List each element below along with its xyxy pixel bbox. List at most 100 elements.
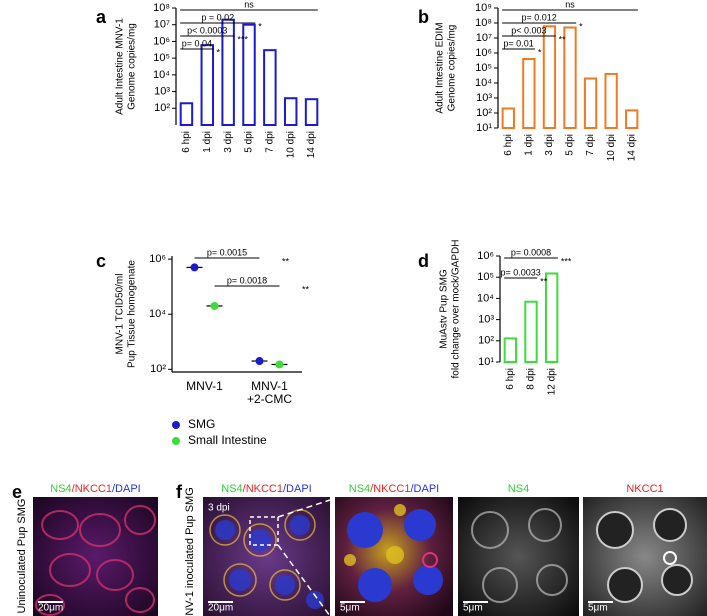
bar [242,23,256,126]
y-tick-label: 10² [150,363,166,375]
p-value-label: p= 0.0008 [511,247,551,257]
y-tick-label: 10³ [154,85,170,97]
y-axis-title: MNV-1 TCID50/ml [115,274,126,355]
bar [200,44,215,127]
stain-label: NS4 [508,483,529,495]
stain-part: /NKCC1 [370,483,410,495]
stain-label: NKCC1 [626,483,663,495]
stain-label: NS4/NKCC1/DAPI [221,483,311,495]
stain-part: NKCC1 [626,483,663,495]
x-tick-label: 6 hpi [505,368,516,390]
significance-stars: *** [561,256,572,266]
x-tick-label: MNV-1 [186,379,223,393]
bar [544,272,559,363]
micrograph-decor [33,497,707,616]
p-value-label: p= 0.01 [503,38,533,48]
y-axis-title: MuAstv Pup SMG [439,269,450,349]
x-tick-label: 14 dpi [626,134,637,161]
y-axis-title: Genome copies/mg [127,23,138,110]
panel-letter: d [418,251,429,271]
y-tick-label: 10⁶ [153,35,170,47]
scale-bar-label: 5μm [463,603,483,614]
bar [283,97,298,126]
bar [522,57,536,129]
bar [503,337,518,363]
y-tick-label: 10⁴ [149,308,166,320]
timepoint-label: 3 dpi [208,503,230,514]
panel-letter: e [12,482,22,502]
x-tick-label: 8 dpi [526,368,537,390]
y-tick-label: 10³ [476,92,492,104]
bar [221,18,235,126]
stain-part: /DAPI [283,483,312,495]
scale-bar-label: 5μm [340,603,360,614]
y-axis-title: Genome copies/mg [447,25,458,112]
x-tick-label: 12 dpi [546,368,557,395]
p-value-label: ns [565,0,575,9]
legend-label: Small Intestine [188,433,267,447]
significance-stars: * [217,47,221,57]
y-tick-label: 10⁷ [154,19,170,31]
stain-part: NS4 [349,483,370,495]
y-tick-label: 10² [476,107,492,119]
panel-letter: f [176,482,183,502]
stain-part: /NKCC1 [243,483,283,495]
x-tick-label: 6 hpi [503,134,514,156]
y-axis-title: Adult Intestine MNV-1 [115,18,126,115]
y-tick-label: 10⁵ [475,62,492,74]
bar [604,72,618,129]
y-tick-label: 10⁴ [153,69,170,81]
stain-label: NS4/NKCC1/DAPI [50,483,140,495]
stain-part: NS4 [508,483,529,495]
y-tick-label: 10⁴ [477,292,494,304]
stain-label: NS4/NKCC1/DAPI [349,483,439,495]
stain-part: NS4 [221,483,242,495]
y-tick-label: 10¹ [476,122,492,134]
stain-part: NS4 [50,483,71,495]
p-value-label: ns [244,0,254,9]
y-tick-label: 10² [478,335,494,347]
stain-part: /DAPI [411,483,440,495]
bar [179,102,194,126]
bar [304,98,319,127]
y-tick-label: 10⁵ [477,271,494,283]
significance-stars: ** [302,284,310,294]
dot [275,360,284,369]
panel-letter: b [418,7,429,27]
y-tick-label: 10⁴ [475,77,492,89]
bar [563,26,577,129]
x-tick-label: 10 dpi [285,131,296,158]
p-value-label: p< 0.003 [511,25,546,35]
significance-stars: * [258,21,262,31]
x-tick-label: 1 dpi [523,134,534,156]
scale-bar-label: 5μm [588,603,608,614]
p-value-label: p= 0.04 [182,38,212,48]
panel-letter: a [96,7,107,27]
y-tick-label: 10⁶ [149,253,166,265]
x-tick-label: 1 dpi [202,131,213,153]
x-tick-label: 14 dpi [306,131,317,158]
significance-stars: *** [237,34,248,44]
p-value-label: p= 0.0033 [501,267,541,277]
bar [542,25,557,130]
y-tick-label: 10⁷ [476,32,492,44]
y-tick-label: 10³ [478,314,494,326]
legend-label: SMG [188,417,215,431]
p-value-label: p= 0.0018 [227,275,267,285]
scale-bar-label: 20μm [38,603,63,614]
side-label: MNV-1 inoculated Pup SMG [184,487,196,616]
significance-stars: ** [282,256,290,266]
legend-marker [172,421,180,429]
p-value-label: p = 0.02 [201,12,234,22]
bar [263,49,277,127]
significance-stars: ** [559,34,567,44]
x-tick-label: 10 dpi [606,134,617,161]
bar [625,109,639,129]
y-tick-label: 10⁸ [153,2,170,14]
panel-letter: c [96,251,106,271]
x-tick-label: 7 dpi [585,134,596,156]
x-tick-label: 5 dpi [244,131,255,153]
stain-part: /NKCC1 [72,483,112,495]
